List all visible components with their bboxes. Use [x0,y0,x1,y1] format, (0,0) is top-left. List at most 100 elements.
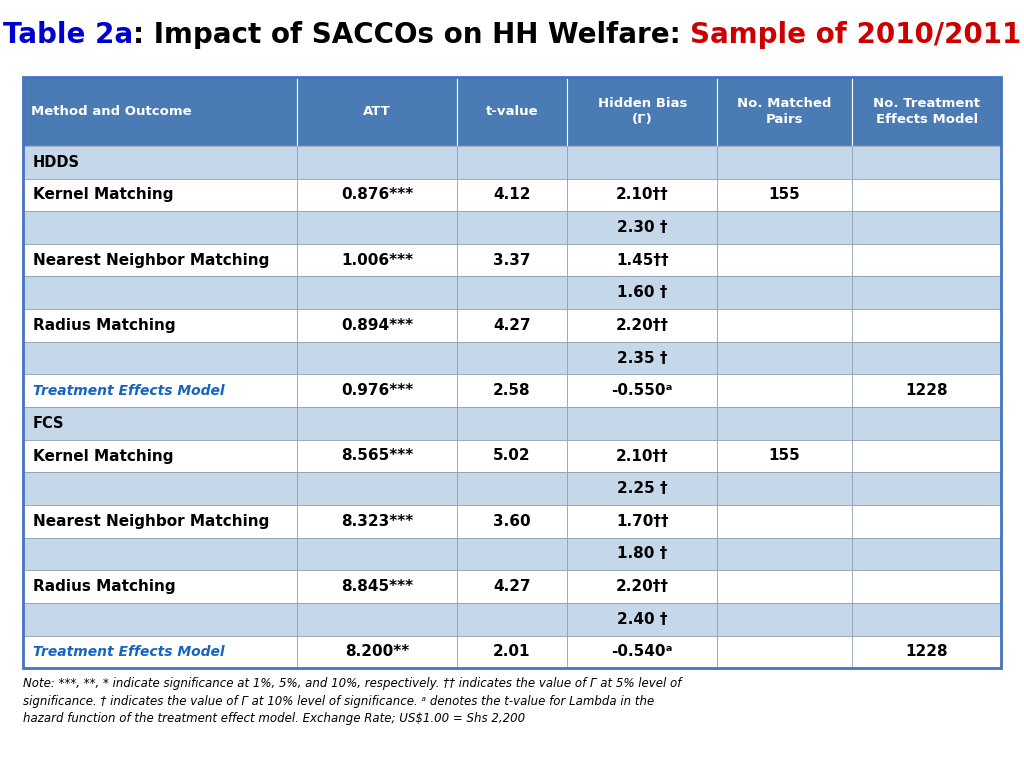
Bar [717,77,852,146]
Bar [717,407,852,439]
Text: 2.10††: 2.10†† [615,187,669,203]
Bar [852,310,1001,342]
Text: 2.20††: 2.20†† [615,318,669,333]
Bar [567,505,717,538]
Bar [852,505,1001,538]
Text: -0.550ᵃ: -0.550ᵃ [611,383,673,399]
Bar [297,276,457,310]
Text: 155: 155 [769,449,801,464]
Bar [852,603,1001,636]
Bar [852,178,1001,211]
Bar [717,374,852,407]
Bar [297,178,457,211]
Text: 2.01: 2.01 [494,644,530,660]
Text: 2.30 †: 2.30 † [616,220,668,235]
Text: 8.845***: 8.845*** [341,579,413,594]
Bar [852,276,1001,310]
Bar [457,342,567,375]
Bar [297,310,457,342]
Text: 2.25 †: 2.25 † [616,481,668,496]
Bar [457,472,567,505]
Text: 8.200**: 8.200** [345,644,410,660]
Text: 0.976***: 0.976*** [341,383,413,399]
Bar [297,211,457,243]
Bar [297,636,457,668]
Bar [297,146,457,178]
Bar [23,77,297,146]
Bar [23,211,297,243]
Text: No. Matched
Pairs: No. Matched Pairs [737,97,831,126]
Bar [23,178,297,211]
Bar [23,310,297,342]
Bar [852,538,1001,570]
Text: Method and Outcome: Method and Outcome [31,105,191,118]
Text: 3.60: 3.60 [494,514,530,529]
Bar [852,77,1001,146]
Bar [567,244,717,276]
Text: 8.565***: 8.565*** [341,449,413,464]
Bar [717,244,852,276]
Bar [717,276,852,310]
Bar [852,342,1001,375]
Text: 1228: 1228 [905,383,948,399]
Bar [297,472,457,505]
Bar [23,472,297,505]
Bar [852,244,1001,276]
Bar [23,276,297,310]
Text: 2.58: 2.58 [494,383,530,399]
Bar [297,603,457,636]
Text: Table 2a: Table 2a [3,21,133,48]
Bar [23,77,1001,668]
Bar [23,244,297,276]
Bar [567,439,717,472]
Bar [23,407,297,439]
Text: 3.37: 3.37 [494,253,530,268]
Text: : Impact of SACCOs on HH Welfare:: : Impact of SACCOs on HH Welfare: [133,21,690,48]
Text: Treatment Effects Model: Treatment Effects Model [33,645,224,659]
Text: 1.006***: 1.006*** [341,253,413,268]
Bar [852,407,1001,439]
Bar [567,342,717,375]
Bar [297,538,457,570]
Bar [717,342,852,375]
Bar [567,211,717,243]
Text: ATT: ATT [364,105,391,118]
Text: Kernel Matching: Kernel Matching [33,449,173,464]
Bar [297,407,457,439]
Bar [717,472,852,505]
Bar [717,570,852,603]
Bar [717,636,852,668]
Text: Treatment Effects Model: Treatment Effects Model [33,384,224,398]
Bar [852,439,1001,472]
Bar [297,374,457,407]
Bar [297,505,457,538]
Bar [457,374,567,407]
Bar [717,310,852,342]
Bar [23,538,297,570]
Text: 1.80 †: 1.80 † [617,546,668,561]
Bar [457,77,567,146]
Bar [852,472,1001,505]
Bar [457,310,567,342]
Bar [297,244,457,276]
Bar [457,146,567,178]
Bar [717,603,852,636]
Text: 5.02: 5.02 [494,449,530,464]
Text: Radius Matching: Radius Matching [33,579,175,594]
Bar [567,570,717,603]
Text: 1228: 1228 [905,644,948,660]
Text: 4.27: 4.27 [494,318,530,333]
Bar [717,211,852,243]
Bar [567,276,717,310]
Text: 8.323***: 8.323*** [341,514,413,529]
Bar [457,538,567,570]
Bar [297,439,457,472]
Text: Sample of 2010/2011: Sample of 2010/2011 [690,21,1021,48]
Bar [23,342,297,375]
Bar [852,374,1001,407]
Bar [852,636,1001,668]
Text: 1.60 †: 1.60 † [617,285,668,300]
Bar [297,342,457,375]
Bar [23,374,297,407]
Bar [23,636,297,668]
